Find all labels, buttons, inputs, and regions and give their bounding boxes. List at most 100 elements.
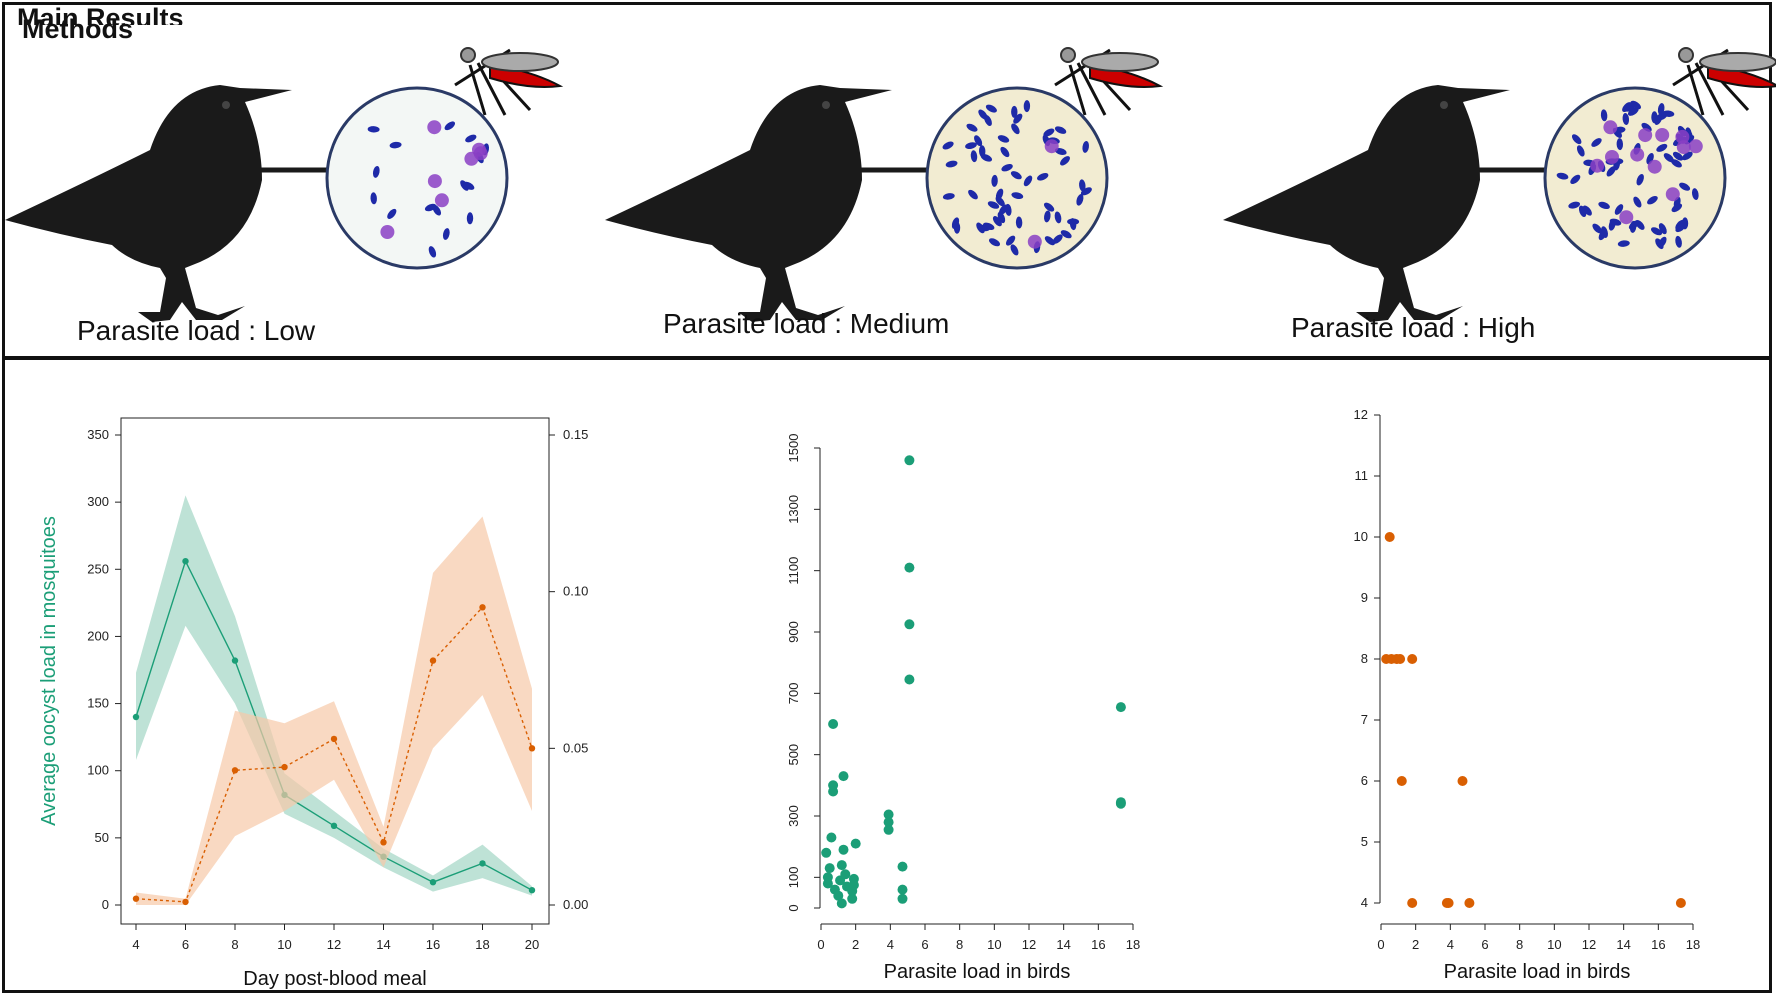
illustration-low [5, 47, 564, 322]
point-series-1 [479, 860, 486, 867]
red-blood-cell [1054, 148, 1067, 155]
blood-smear-magnifier-icon [325, 86, 509, 270]
red-blood-cell [1000, 146, 1010, 158]
red-blood-cell [1578, 205, 1587, 218]
blood-smear-circle [1543, 86, 1727, 270]
point-series-2 [479, 604, 486, 611]
bird-silhouette-icon [5, 85, 292, 322]
x-tick-label: 12 [1022, 937, 1036, 952]
red-blood-cell [1005, 235, 1016, 246]
red-blood-cell [1671, 159, 1682, 168]
red-blood-cell [1592, 223, 1602, 234]
red-blood-cell [942, 141, 954, 150]
red-blood-cell [983, 222, 995, 231]
mosquito-leg [1686, 64, 1705, 116]
red-blood-cell [1636, 174, 1644, 186]
red-blood-cell [1011, 105, 1018, 118]
red-blood-cell [1657, 103, 1665, 115]
y2-tick-label: 0.00 [563, 897, 588, 912]
x-tick-label: 2 [852, 937, 859, 952]
red-blood-cell [370, 192, 377, 205]
scatter-point [883, 817, 894, 828]
mosquito-leg [468, 64, 487, 116]
x-tick-label: 4 [1447, 937, 1454, 952]
infected-cell [1647, 159, 1662, 174]
red-blood-cell [970, 150, 978, 163]
point-series-2 [330, 735, 338, 743]
mosquito-leg [476, 62, 507, 116]
red-blood-cell [991, 174, 998, 187]
red-blood-cell [985, 104, 997, 113]
point-series-2 [528, 745, 536, 752]
mosquito-icon [1672, 47, 1776, 116]
red-blood-cell [1010, 244, 1019, 256]
red-blood-cell [372, 165, 380, 178]
x-tick-label: 12 [1582, 937, 1596, 952]
x-tick-label: 16 [1651, 937, 1665, 952]
y-tick-label: 11 [1355, 468, 1369, 483]
x-tick-label: 4 [132, 937, 139, 952]
infected-cell [1688, 139, 1703, 154]
scatter-point [904, 674, 915, 685]
red-blood-cell [1614, 204, 1624, 215]
red-blood-cell [999, 204, 1008, 215]
red-blood-cell [945, 160, 958, 168]
red-blood-cell [1691, 188, 1699, 201]
y2-tick-label: 0.10 [563, 584, 588, 599]
y-tick-label: 12 [1354, 407, 1368, 422]
x-tick-label: 6 [1481, 937, 1488, 952]
bird-eye [822, 101, 830, 109]
bird-eye [1440, 101, 1448, 109]
scatter-point [1115, 798, 1126, 809]
scatter-point [1396, 776, 1407, 786]
red-blood-cell [1598, 229, 1607, 241]
y-tick-label: 10 [1354, 529, 1368, 544]
red-blood-cell [1658, 223, 1667, 235]
illustration-medium [605, 47, 1164, 322]
red-blood-cell [1052, 234, 1063, 244]
red-blood-cell [992, 216, 1002, 227]
blood-smear-circle [325, 86, 509, 270]
x-axis-title: Day post-blood meal [243, 968, 426, 990]
red-blood-cell [1650, 227, 1663, 236]
red-blood-cell [1627, 107, 1639, 116]
y-tick-label: 700 [786, 682, 801, 704]
x-tick-label: 16 [1091, 937, 1105, 952]
scatter-point [904, 562, 915, 573]
red-blood-cell [968, 189, 978, 200]
scatter-point [824, 863, 835, 874]
y-tick-label: 50 [95, 830, 109, 845]
scatter-point [840, 869, 851, 880]
scatter-point [897, 893, 908, 904]
red-blood-cell [444, 121, 456, 131]
bird-body [605, 85, 892, 322]
x-tick-label: 0 [1377, 937, 1384, 952]
infected-cell [1655, 128, 1670, 142]
y-tick-label: 0 [102, 897, 109, 912]
y-tick-label: 5 [1361, 834, 1368, 849]
scatter-point [904, 455, 915, 466]
y-tick-label: 1300 [786, 495, 801, 524]
red-blood-cell [1663, 153, 1674, 163]
infected-cell [380, 225, 395, 239]
red-blood-cell [1679, 182, 1691, 191]
y-tick-label: 1100 [786, 557, 801, 585]
point-series-1 [132, 713, 140, 721]
scatter-point [850, 838, 861, 849]
confidence-band-series-1 [136, 495, 532, 896]
red-blood-cell [1606, 166, 1616, 177]
red-blood-cell [1616, 138, 1624, 151]
red-blood-cell [1054, 211, 1062, 224]
x-tick-label: 10 [277, 937, 291, 952]
scatter-point [1443, 898, 1454, 908]
scatter-point [904, 619, 915, 630]
infected-cell [1605, 150, 1619, 164]
red-blood-cell [1657, 111, 1669, 121]
red-blood-cell [442, 228, 450, 240]
red-blood-cell [1060, 230, 1072, 239]
infected-cell [1603, 120, 1618, 135]
y-tick-label: 200 [87, 628, 109, 643]
red-blood-cell [953, 221, 961, 234]
infected-cell [472, 142, 486, 157]
y2-tick-label: 0.15 [563, 427, 588, 442]
